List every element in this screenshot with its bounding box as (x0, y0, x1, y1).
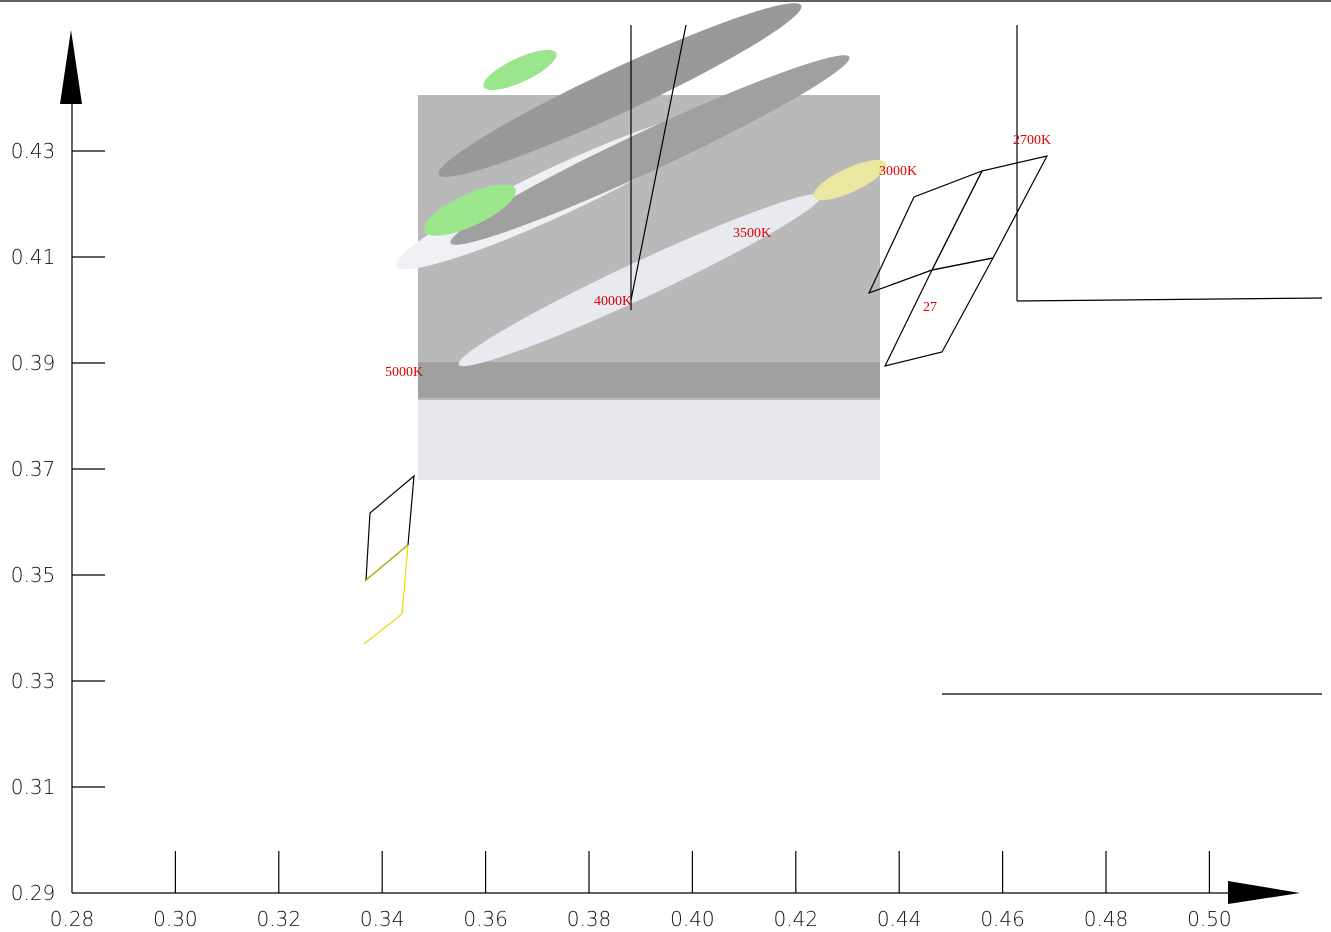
x-tick-label: 0.40 (670, 907, 715, 931)
x-tick-label: 0.44 (877, 907, 922, 931)
y-tick-label: 0.43 (11, 139, 56, 163)
cct-label: 4000K (594, 294, 632, 309)
x-tick-label: 0.34 (360, 907, 405, 931)
x-tick-label: 0.32 (257, 907, 302, 931)
background-image (396, 3, 887, 480)
y-tick-label: 0.37 (11, 457, 56, 481)
y-tick-label: 0.33 (11, 669, 56, 693)
y-tick-label: 0.31 (11, 775, 56, 799)
x-tick-label: 0.36 (463, 907, 508, 931)
cct-label: 5000K (385, 365, 423, 380)
axes (60, 30, 1300, 904)
cct-label: 2700K (1013, 133, 1051, 148)
cct-label: 3500K (733, 226, 771, 241)
cct-label: 27 (923, 300, 937, 315)
x-tick-label: 0.50 (1187, 907, 1232, 931)
y-tick-label: 0.35 (11, 563, 56, 587)
cct-label: 3000K (879, 164, 917, 179)
plot-lines (363, 24, 1323, 695)
labels: 0.28 0.30 0.32 0.34 0.36 0.38 0.40 0.42 0.44 0.46… (11, 133, 1232, 931)
y-tick-label: 0.39 (11, 351, 56, 375)
y-tick-label: 0.29 (11, 881, 56, 905)
x-tick-label: 0.30 (153, 907, 198, 931)
x-tick-label: 0.48 (1084, 907, 1129, 931)
x-tick-label: 0.46 (980, 907, 1025, 931)
x-tick-label: 0.38 (567, 907, 612, 931)
y-tick-label: 0.41 (11, 245, 56, 269)
x-tick-label: 0.28 (50, 907, 95, 931)
x-tick-label: 0.42 (774, 907, 819, 931)
